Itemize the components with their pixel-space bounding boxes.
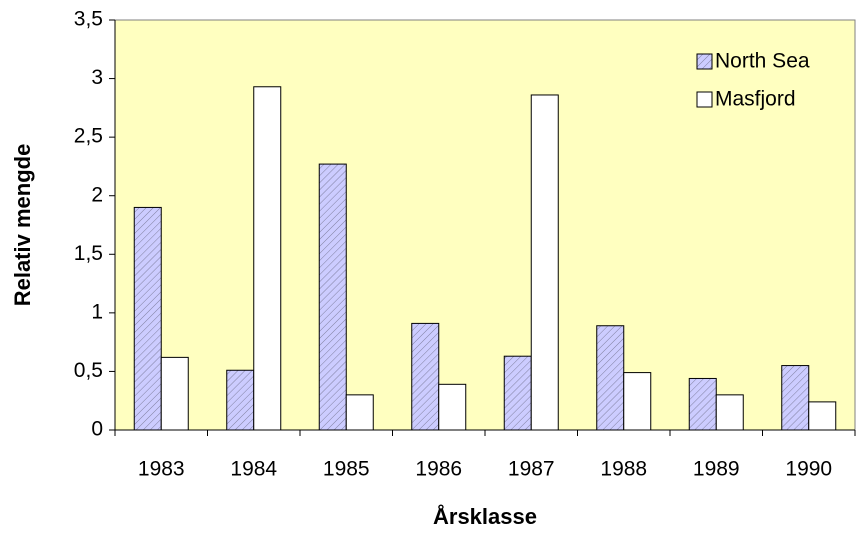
bar [253, 86, 282, 431]
bar [438, 383, 467, 431]
y-axis-title: Relativ mengde [10, 144, 35, 307]
x-tick-label: 1985 [323, 458, 370, 481]
bar [318, 163, 347, 431]
legend-swatch [696, 53, 713, 70]
y-tick-label: 0 [91, 418, 103, 441]
legend-label: North Sea [715, 50, 810, 73]
x-tick-label: 1988 [600, 458, 647, 481]
x-tick-label: 1983 [138, 458, 185, 481]
bar [503, 355, 532, 431]
bar [345, 394, 374, 431]
bar [781, 365, 810, 431]
bar [688, 377, 717, 431]
x-tick-label: 1987 [508, 458, 555, 481]
y-tick-label: 1,5 [74, 242, 103, 265]
y-tick-label: 3 [91, 66, 103, 89]
bar [530, 94, 559, 431]
x-axis-title: Årsklasse [433, 503, 537, 529]
legend-swatch [696, 91, 713, 108]
y-tick-label: 2 [91, 183, 103, 206]
x-tick-label: 1986 [415, 458, 462, 481]
legend-label: Masfjord [715, 88, 796, 111]
x-tick-label: 1984 [230, 458, 277, 481]
bar [808, 401, 837, 431]
bar [133, 206, 162, 431]
plot-area [114, 19, 856, 431]
x-tick-label: 1989 [693, 458, 740, 481]
bar [715, 394, 744, 431]
bar [160, 356, 189, 431]
bar [623, 372, 652, 431]
y-tick-label: 2,5 [74, 125, 103, 148]
y-tick-label: 1 [91, 300, 103, 323]
x-tick-label: 1990 [785, 458, 832, 481]
bar [596, 325, 625, 431]
y-tick-label: 0,5 [74, 359, 103, 382]
bar [411, 322, 440, 431]
bar [226, 369, 255, 431]
y-tick-label: 3,5 [74, 8, 103, 31]
